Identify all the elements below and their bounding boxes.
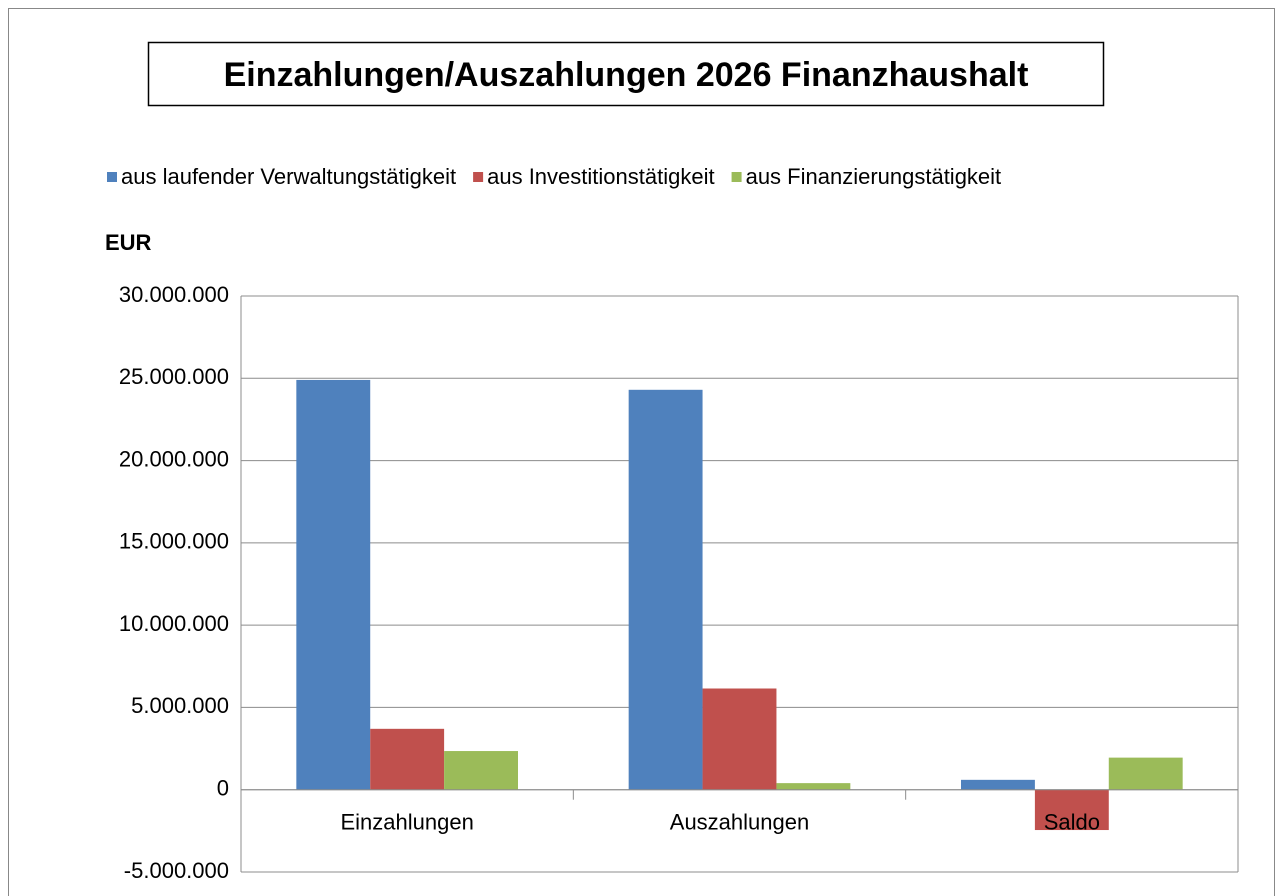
bar — [1034, 789, 1109, 831]
bar — [370, 728, 445, 790]
y-tick-label: 20.000.000 — [119, 446, 229, 471]
x-tick-label: Auszahlungen — [670, 810, 809, 835]
y-tick-label: 15.000.000 — [119, 529, 229, 554]
y-tick-label: 30.000.000 — [119, 282, 229, 307]
bar — [961, 779, 1035, 790]
legend-label: aus Investitionstätigkeit — [487, 164, 714, 189]
x-tick-label: Saldo — [1044, 810, 1100, 835]
y-tick-label: 0 — [217, 776, 229, 801]
y-tick-label: 25.000.000 — [119, 364, 229, 389]
bar — [1108, 757, 1183, 790]
bar — [444, 751, 518, 790]
bar — [628, 389, 703, 790]
bar — [776, 783, 851, 790]
chart-title: Einzahlungen/Auszahlungen 2026 Finanzhau… — [224, 56, 1029, 94]
legend-label: aus laufender Verwaltungstätigkeit — [121, 164, 456, 189]
legend-swatch — [731, 172, 742, 182]
legend-label: aus Finanzierungstätigkeit — [746, 164, 1002, 189]
title-box — [147, 41, 1105, 107]
y-tick-label: 5.000.000 — [131, 693, 229, 718]
bar — [702, 688, 777, 790]
legend-swatch — [473, 172, 484, 182]
bar — [296, 379, 371, 790]
y-tick-label: 10.000.000 — [119, 611, 229, 636]
y-axis-label: EUR — [105, 230, 152, 255]
legend-swatch — [107, 172, 117, 182]
x-tick-label: Einzahlungen — [340, 810, 473, 835]
y-tick-label: -5.000.000 — [124, 858, 229, 883]
